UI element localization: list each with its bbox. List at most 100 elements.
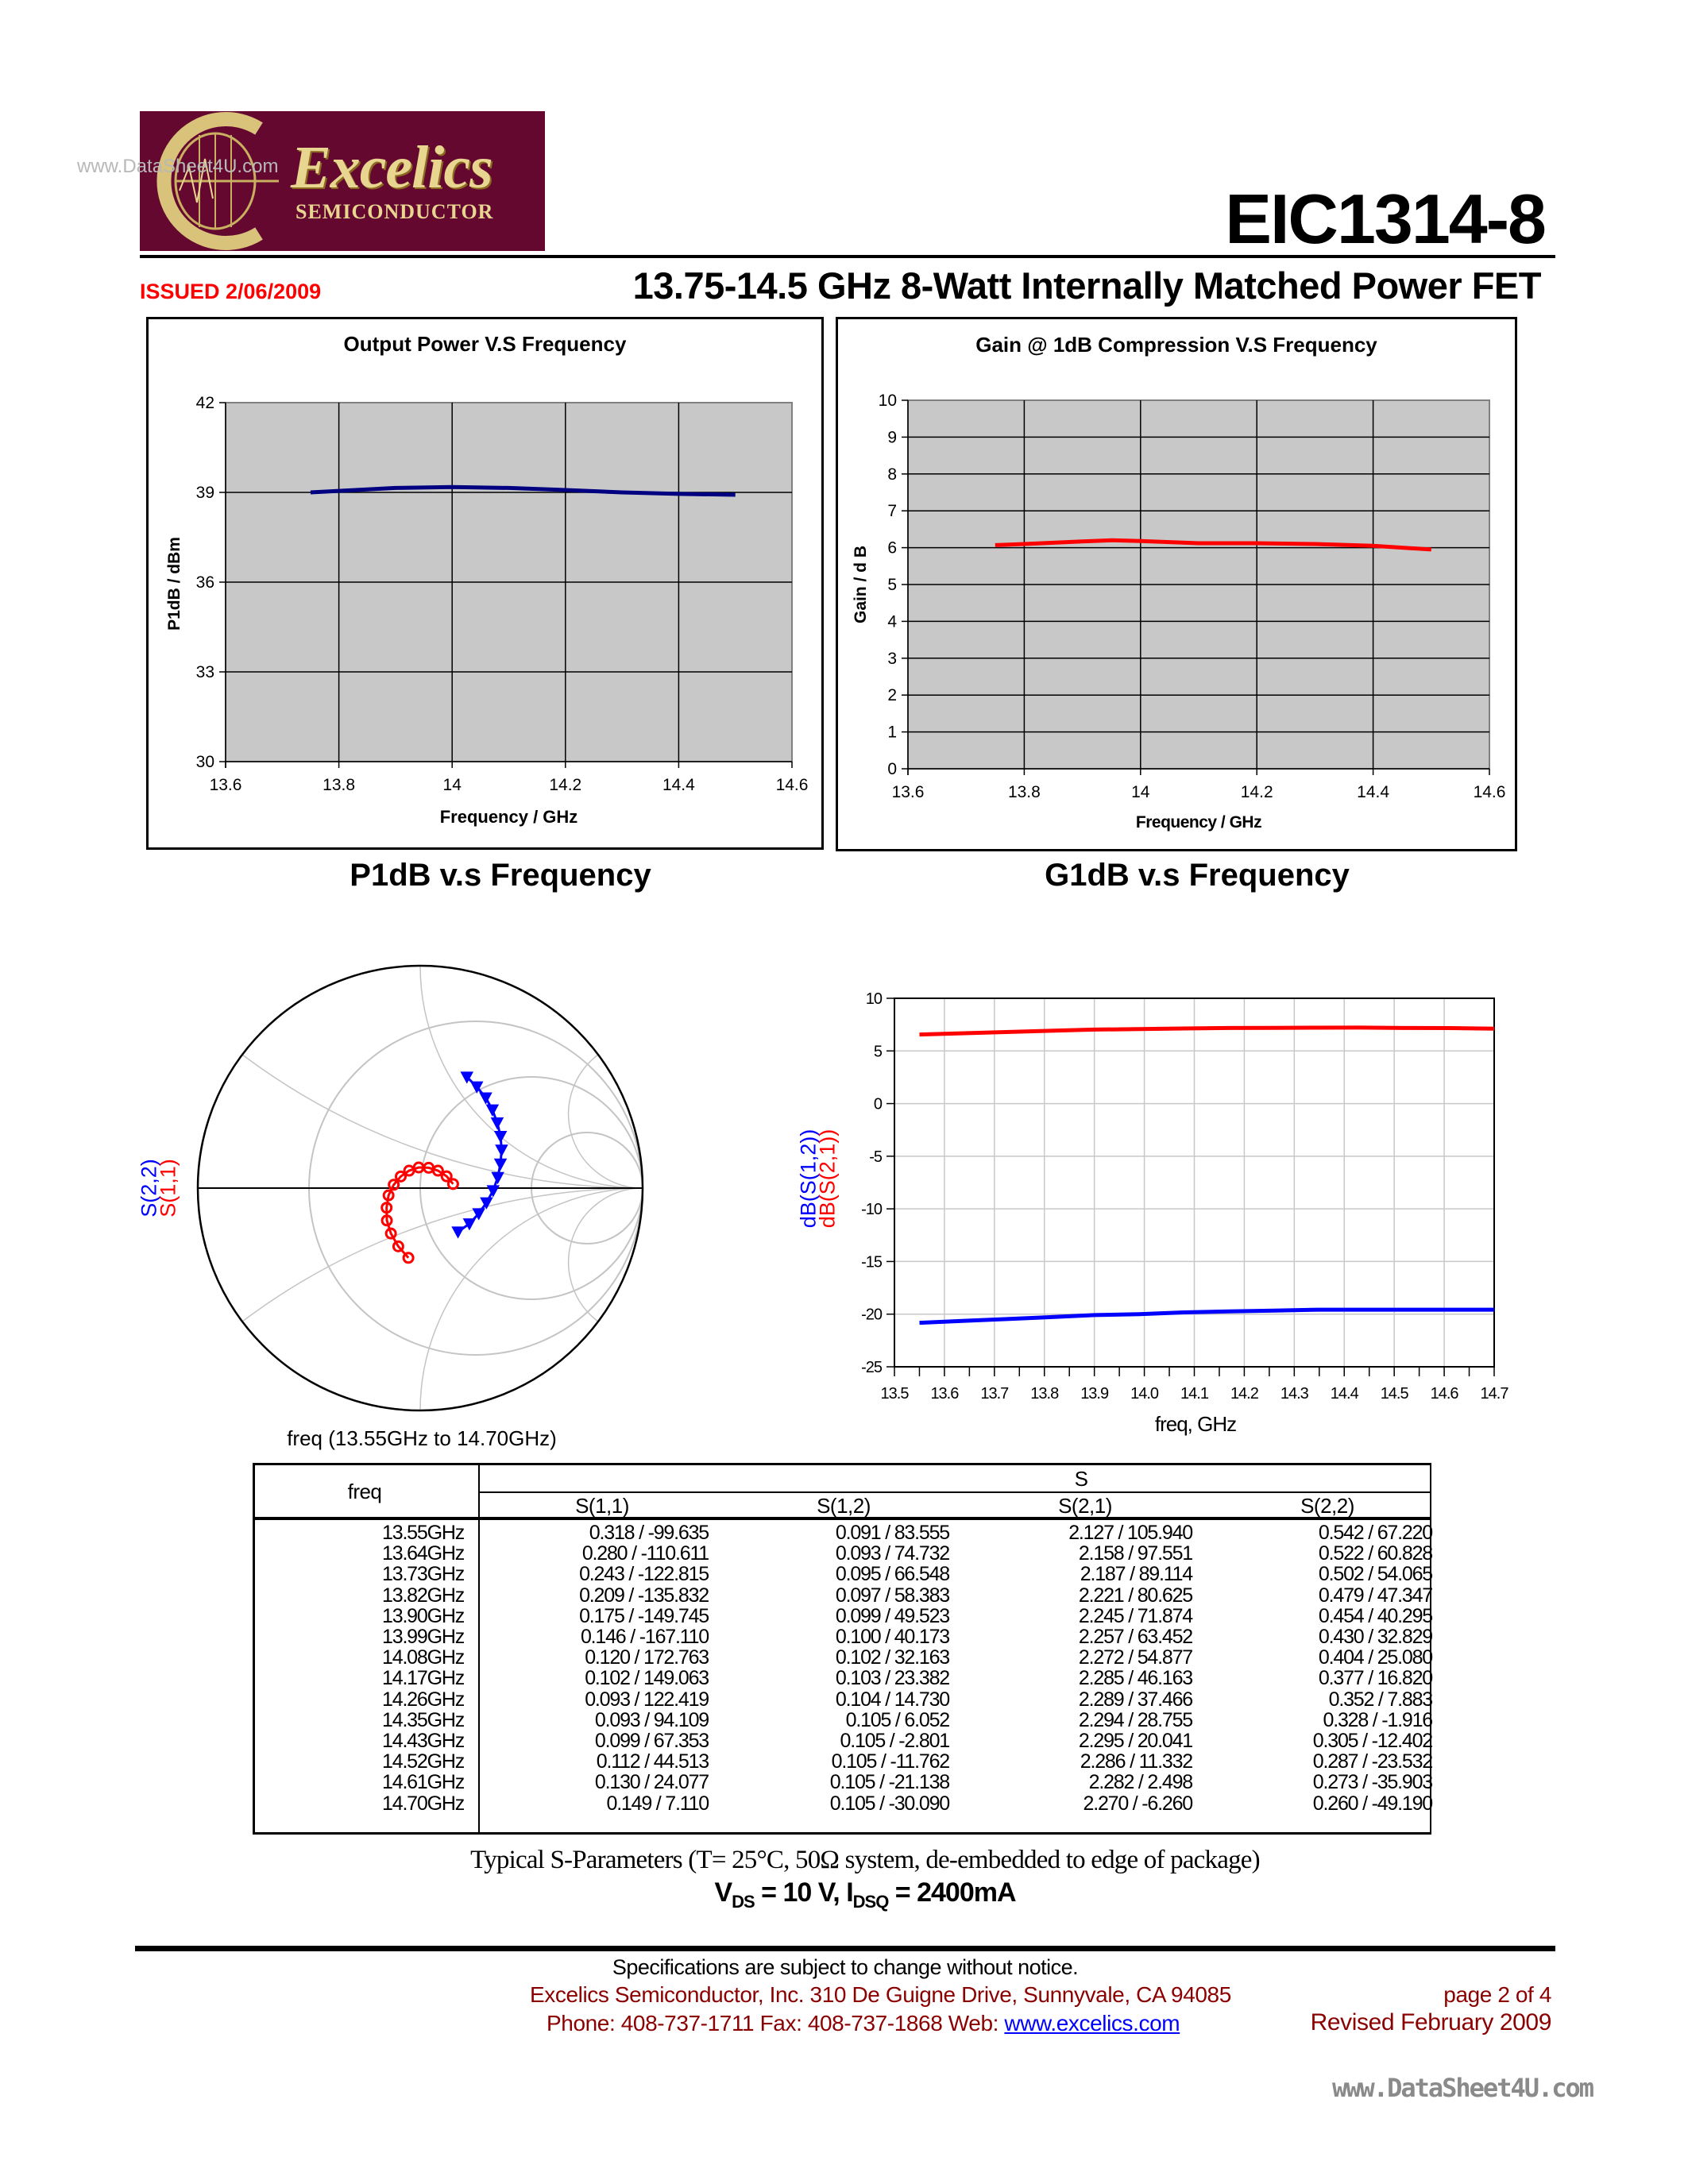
smith-marker-s22 xyxy=(490,1117,504,1130)
gain-y-tick-label: 9 xyxy=(887,428,897,446)
table-cell-freq: 13.73GHz xyxy=(382,1563,465,1586)
logo-globe-icon xyxy=(156,112,279,250)
p1db-data-line xyxy=(310,484,736,497)
table-cell-value: 0.175 / -149.745 xyxy=(579,1604,709,1627)
website-link[interactable]: www.excelics.com xyxy=(1004,2011,1180,2035)
smith-reactance-arc xyxy=(419,965,643,1189)
db-x-tick-label: 14.4 xyxy=(1331,1385,1359,1403)
page-number: page 2 of 4 xyxy=(1443,1982,1551,2007)
table-cell-freq: 14.43GHz xyxy=(382,1730,465,1752)
s-parameter-note: Typical S-Parameters (T= 25°C, 50Ω syste… xyxy=(470,1846,1260,1874)
table-cell-value: 0.093 / 74.732 xyxy=(835,1542,950,1565)
table-cell-value: 0.305 / -12.402 xyxy=(1312,1730,1433,1752)
table-cell-value: 0.146 / -167.110 xyxy=(580,1626,709,1648)
p1db-x-tick-label: 14 xyxy=(443,776,462,794)
table-cell-freq: 14.08GHz xyxy=(382,1646,465,1669)
company-address: Excelics Semiconductor, Inc. 310 De Guig… xyxy=(530,1982,1231,2007)
db-y-tick-label: 5 xyxy=(874,1043,883,1060)
gain-y-tick-label: 0 xyxy=(887,760,897,778)
gain-y-tick-label: 5 xyxy=(887,576,897,594)
gain-y-tick-label: 7 xyxy=(887,502,897,520)
footer-divider xyxy=(135,1946,1555,1951)
table-cell-value: 0.120 / 172.763 xyxy=(585,1646,709,1669)
table-cell-value: 0.093 / 122.419 xyxy=(585,1688,709,1711)
spec-notice: Specifications are subject to change wit… xyxy=(612,1955,1079,1979)
table-header-freq: freq xyxy=(347,1480,382,1503)
gain-y-tick-label: 3 xyxy=(887,650,897,668)
watermark-bottom: www.DataSheet4U.com xyxy=(1332,2073,1594,2103)
db-y-tick-label: -15 xyxy=(861,1253,883,1271)
bias-i-val: = 2400mA xyxy=(888,1877,1017,1908)
table-cell-value: 2.282 / 2.498 xyxy=(1088,1771,1194,1794)
p1db-y-tick-label: 36 xyxy=(196,573,214,592)
table-cell-value: 0.243 / -122.815 xyxy=(579,1563,709,1586)
smith-marker-s22 xyxy=(493,1158,508,1171)
db-x-tick-label: 14.5 xyxy=(1381,1385,1409,1403)
gain-x-tick-label: 14 xyxy=(1131,783,1150,801)
db-y-tick-label: 0 xyxy=(874,1096,883,1113)
table-cell-freq: 13.82GHz xyxy=(382,1584,465,1607)
bias-v: V xyxy=(714,1877,732,1908)
table-cell-value: 2.221 / 80.625 xyxy=(1078,1584,1193,1607)
db-x-tick-label: 13.6 xyxy=(930,1385,959,1403)
p1db-x-tick-label: 13.8 xyxy=(323,776,355,794)
db-x-tick-label: 13.5 xyxy=(881,1385,910,1403)
db-trace-s21 xyxy=(919,1025,1495,1037)
logo-brand-text: Excelics xyxy=(291,134,493,201)
table-cell-value: 0.105 / 6.052 xyxy=(845,1708,951,1731)
db-x-axis-label: freq, GHz xyxy=(1154,1412,1237,1436)
gain-y-tick-label: 8 xyxy=(887,465,897,484)
db-x-tick-label: 14.2 xyxy=(1230,1385,1259,1403)
table-cell-value: 0.105 / -2.801 xyxy=(840,1730,951,1752)
table-cell-freq: 13.64GHz xyxy=(382,1542,465,1565)
db-y-tick-label: -5 xyxy=(869,1148,883,1166)
db-x-tick-label: 13.9 xyxy=(1080,1385,1109,1403)
table-cell-value: 0.454 / 40.295 xyxy=(1318,1604,1433,1627)
p1db-x-tick-label: 14.6 xyxy=(776,776,809,794)
table-cell-value: 0.099 / 67.353 xyxy=(594,1730,709,1752)
gain-chart-title: Gain @ 1dB Compression V.S Frequency xyxy=(975,333,1377,357)
table-cell-value: 0.260 / -49.190 xyxy=(1312,1792,1433,1815)
g1db-caption: G1dB v.s Frequency xyxy=(1045,858,1350,893)
gain-x-axis-label: Frequency / GHz xyxy=(1135,813,1262,832)
table-cell-value: 0.097 / 58.383 xyxy=(835,1584,950,1607)
p1db-chart-frame xyxy=(146,317,824,850)
gain-y-tick-label: 2 xyxy=(887,686,897,704)
db-x-tick-label: 14.0 xyxy=(1130,1385,1159,1403)
table-cell-value: 0.273 / -35.903 xyxy=(1312,1771,1433,1794)
table-cell-value: 0.479 / 47.347 xyxy=(1318,1584,1433,1607)
table-header-s: S xyxy=(1074,1467,1088,1491)
table-cell-value: 0.318 / -99.635 xyxy=(589,1522,709,1544)
table-cell-value: 0.149 / 7.110 xyxy=(606,1792,709,1815)
db-x-tick-label: 14.3 xyxy=(1280,1385,1309,1403)
smith-marker-s11 xyxy=(431,1164,444,1177)
bias-i-sub: DSQ xyxy=(852,1891,890,1912)
smith-marker-s11 xyxy=(384,1227,397,1240)
smith-marker-s22 xyxy=(469,1081,484,1094)
table-cell-value: 2.127 / 105.940 xyxy=(1068,1522,1193,1544)
smith-marker-s11 xyxy=(380,1202,393,1214)
table-cell-freq: 13.99GHz xyxy=(382,1626,465,1648)
table-cell-value: 0.100 / 40.173 xyxy=(835,1626,950,1648)
p1db-x-tick-label: 14.2 xyxy=(549,776,581,794)
watermark-top: www.DataSheet4U.com xyxy=(77,156,279,177)
table-cell-value: 0.105 / -11.762 xyxy=(831,1750,951,1773)
table-cell-value: 0.102 / 32.163 xyxy=(835,1646,950,1669)
table-column-header: S(2,2) xyxy=(1300,1494,1354,1518)
gain-y-tick-label: 10 xyxy=(879,392,897,410)
table-cell-value: 0.502 / 54.065 xyxy=(1318,1563,1433,1586)
gain-x-tick-label: 13.6 xyxy=(892,783,925,801)
table-cell-value: 0.522 / 60.828 xyxy=(1318,1542,1433,1565)
db-x-tick-label: 14.1 xyxy=(1180,1385,1209,1403)
smith-marker-s22 xyxy=(451,1226,465,1239)
table-cell-value: 2.286 / 11.332 xyxy=(1080,1750,1193,1773)
table-cell-value: 0.287 / -23.532 xyxy=(1312,1750,1433,1773)
p1db-y-tick-label: 42 xyxy=(196,394,214,412)
db-y-tick-label: -25 xyxy=(861,1359,883,1376)
smith-marker-s11 xyxy=(382,1189,395,1202)
table-cell-value: 2.294 / 28.755 xyxy=(1078,1708,1193,1731)
table-cell-value: 0.093 / 94.109 xyxy=(594,1708,709,1731)
gain-x-tick-label: 13.8 xyxy=(1008,783,1041,801)
gain-x-tick-label: 14.6 xyxy=(1474,783,1506,801)
table-cell-value: 0.328 / -1.916 xyxy=(1323,1708,1434,1731)
